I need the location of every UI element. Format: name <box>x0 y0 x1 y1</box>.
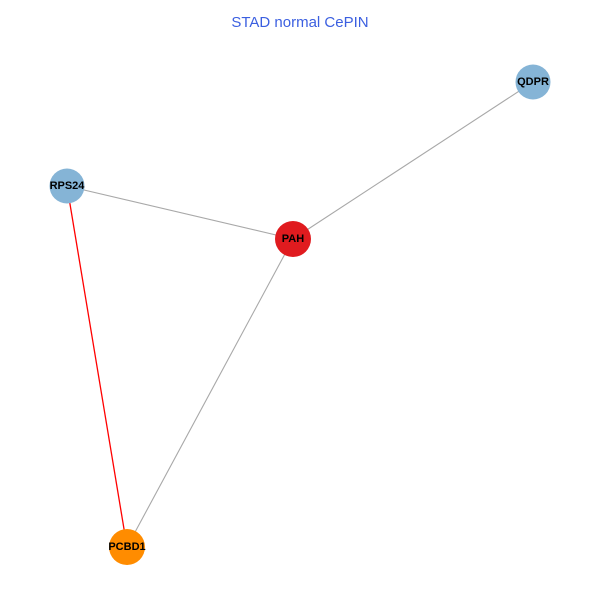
svg-text:PCBD1: PCBD1 <box>108 541 145 553</box>
svg-text:PAH: PAH <box>282 233 304 245</box>
svg-text:RPS24: RPS24 <box>50 180 86 192</box>
svg-text:QDPR: QDPR <box>517 76 549 88</box>
